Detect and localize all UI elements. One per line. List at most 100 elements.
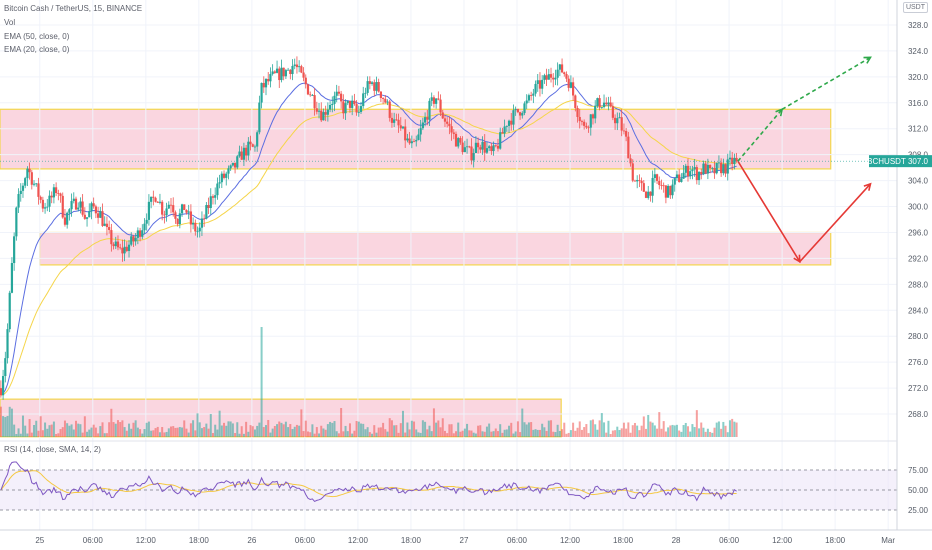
candle-body[interactable] <box>289 69 292 75</box>
candle-body[interactable] <box>335 91 338 96</box>
candle-body[interactable] <box>41 199 44 209</box>
candle-body[interactable] <box>256 132 259 147</box>
candle-body[interactable] <box>0 388 2 396</box>
candle-body[interactable] <box>580 121 584 122</box>
candle-body[interactable] <box>717 162 721 164</box>
candle-body[interactable] <box>74 198 78 210</box>
candle-body[interactable] <box>165 208 168 216</box>
candle-body[interactable] <box>306 84 310 95</box>
candle-body[interactable] <box>273 71 276 73</box>
candle-body[interactable] <box>731 157 734 164</box>
candle-body[interactable] <box>216 183 219 196</box>
candle-body[interactable] <box>375 82 378 91</box>
candle-body[interactable] <box>322 112 325 121</box>
candle-body[interactable] <box>185 210 188 213</box>
candle-body[interactable] <box>63 217 67 225</box>
candle-body[interactable] <box>112 244 115 247</box>
candle-body[interactable] <box>280 67 283 81</box>
candle-body[interactable] <box>114 241 117 247</box>
candle-body[interactable] <box>439 99 442 113</box>
candle-body[interactable] <box>72 198 75 202</box>
candle-body[interactable] <box>651 177 654 196</box>
candle-body[interactable] <box>384 98 387 103</box>
candle-body[interactable] <box>426 117 429 120</box>
candle-body[interactable] <box>368 81 371 84</box>
candle-body[interactable] <box>346 100 349 104</box>
candle-body[interactable] <box>655 174 659 181</box>
candle-body[interactable] <box>298 66 301 68</box>
candle-body[interactable] <box>459 138 462 143</box>
candle-body[interactable] <box>174 212 177 219</box>
candle-body[interactable] <box>448 123 451 127</box>
candle-body[interactable] <box>108 227 111 231</box>
candle-body[interactable] <box>505 125 508 127</box>
candle-body[interactable] <box>13 236 16 264</box>
candle-body[interactable] <box>214 195 217 198</box>
candle-body[interactable] <box>21 185 25 191</box>
candle-body[interactable] <box>684 165 687 173</box>
candle-body[interactable] <box>309 94 312 96</box>
candle-body[interactable] <box>587 127 590 129</box>
candle-body[interactable] <box>390 117 394 123</box>
candle-body[interactable] <box>267 78 270 82</box>
candle-body[interactable] <box>66 212 69 225</box>
candle-body[interactable] <box>691 169 694 172</box>
candle-body[interactable] <box>331 103 334 105</box>
candle-body[interactable] <box>143 223 146 231</box>
candle-body[interactable] <box>48 195 51 207</box>
candle-body[interactable] <box>596 98 599 106</box>
candle-body[interactable] <box>119 247 122 249</box>
candle-body[interactable] <box>713 167 716 174</box>
candle-body[interactable] <box>278 68 281 81</box>
candle-body[interactable] <box>653 174 656 178</box>
candle-body[interactable] <box>218 182 221 184</box>
candle-body[interactable] <box>538 80 542 89</box>
candle-body[interactable] <box>386 101 389 103</box>
candle-body[interactable] <box>541 79 544 89</box>
candle-body[interactable] <box>620 117 623 131</box>
candle-body[interactable] <box>510 120 513 125</box>
candle-body[interactable] <box>567 78 570 88</box>
candle-body[interactable] <box>457 138 460 147</box>
candle-body[interactable] <box>549 74 553 78</box>
candle-body[interactable] <box>452 132 455 134</box>
candle-body[interactable] <box>152 196 155 198</box>
candle-body[interactable] <box>10 263 14 293</box>
candle-body[interactable] <box>720 162 723 174</box>
candle-body[interactable] <box>693 167 696 170</box>
candle-body[interactable] <box>572 82 575 96</box>
candle-body[interactable] <box>39 196 42 200</box>
candle-body[interactable] <box>494 145 497 147</box>
candle-body[interactable] <box>589 114 592 128</box>
candle-body[interactable] <box>485 148 489 153</box>
candle-body[interactable] <box>35 183 38 185</box>
candle-body[interactable] <box>558 64 561 70</box>
candle-body[interactable] <box>406 138 409 141</box>
candle-body[interactable] <box>231 162 234 166</box>
candle-body[interactable] <box>156 201 159 203</box>
candle-body[interactable] <box>682 172 685 179</box>
candle-body[interactable] <box>649 191 652 196</box>
candle-body[interactable] <box>99 211 102 218</box>
candle-body[interactable] <box>225 173 228 178</box>
candle-body[interactable] <box>320 110 323 121</box>
candle-body[interactable] <box>622 130 626 132</box>
candle-body[interactable] <box>101 211 104 226</box>
candle-body[interactable] <box>373 82 376 91</box>
candle-body[interactable] <box>211 196 215 198</box>
candle-body[interactable] <box>585 125 588 128</box>
candle-body[interactable] <box>311 95 314 96</box>
candle-body[interactable] <box>176 218 179 225</box>
candle-body[interactable] <box>4 358 7 377</box>
candle-body[interactable] <box>6 329 9 359</box>
candle-body[interactable] <box>269 74 272 82</box>
candle-body[interactable] <box>94 206 97 214</box>
candle-body[interactable] <box>328 104 332 110</box>
candle-body[interactable] <box>680 178 683 182</box>
candle-body[interactable] <box>291 65 294 75</box>
candle-body[interactable] <box>554 77 557 80</box>
candle-body[interactable] <box>625 131 628 137</box>
projection-path-1[interactable] <box>737 108 783 162</box>
candle-body[interactable] <box>8 292 11 330</box>
